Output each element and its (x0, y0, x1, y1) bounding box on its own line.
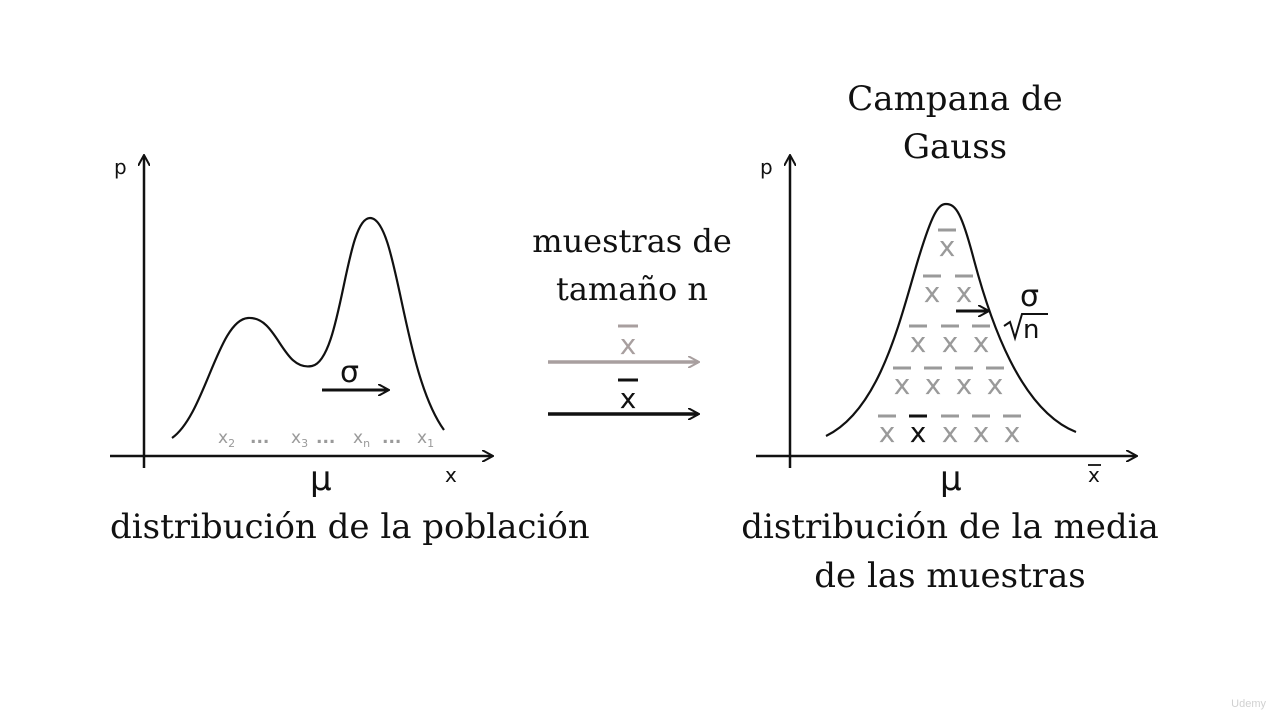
sample-size-line1: muestras de (532, 222, 732, 260)
sqrt-symbol (1003, 313, 1048, 342)
xbar-mark: x (910, 326, 927, 359)
population-plot: p x μ σ x2 ... x3 ... xn ... x1 distribu… (110, 155, 590, 547)
sample-means-stack: xx xx x xx x x xx x x x x (878, 228, 1021, 449)
se-n: n (1023, 315, 1039, 345)
xbar-mark: x (956, 368, 973, 401)
sampling-caption-line1: distribución de la media (741, 507, 1159, 547)
xbar-gray: x (620, 328, 637, 361)
xbar-mark: x (894, 368, 911, 401)
xbar-black: x (620, 382, 637, 415)
x-axis-label-right: x (1088, 463, 1100, 487)
xbar-mark: x (924, 276, 941, 309)
sampling-caption-line2: de las muestras (814, 556, 1085, 596)
udemy-watermark: Udemy (1231, 698, 1266, 710)
dots-3: ... (382, 428, 401, 448)
gauss-title-line1: Campana de (847, 79, 1062, 119)
se-sigma: σ (1020, 279, 1039, 314)
dots-1: ... (250, 428, 269, 448)
sample-x2: x2 (218, 428, 235, 450)
xbar-mark: x (942, 326, 959, 359)
xbar-mark: x (987, 368, 1004, 401)
xbar-mark: x (942, 416, 959, 449)
xbar-mark: x (939, 230, 956, 263)
x-axis-label: x (445, 463, 457, 487)
gauss-title-line2: Gauss (903, 127, 1007, 167)
sample-x1: x1 (417, 428, 434, 450)
population-caption: distribución de la población (110, 507, 590, 547)
xbar-mark: x (956, 276, 973, 309)
population-curve (171, 216, 445, 439)
y-axis-label-right: p (760, 155, 773, 179)
xbar-mark: x (879, 416, 896, 449)
gauss-curve (825, 202, 1077, 437)
xbar-mark: x (1004, 416, 1021, 449)
xbar-mark: x (925, 368, 942, 401)
dots-2: ... (316, 428, 335, 448)
sample-x3: x3 (291, 428, 308, 450)
sample-xn: xn (353, 428, 370, 450)
mean-label-right: μ (940, 459, 962, 499)
xbar-mark: x (973, 326, 990, 359)
xbar-mark: x (910, 416, 927, 449)
xbar-mark: x (973, 416, 990, 449)
sampling-distribution-plot: Campana de Gauss p x xx xx x xx x x xx x x x x σ n… (741, 79, 1159, 596)
sigma-label: σ (340, 355, 359, 390)
sample-size-line2: tamaño n (556, 270, 708, 308)
y-axis-label: p (114, 155, 127, 179)
sampling-arrows: muestras de tamaño n x x (532, 222, 732, 415)
sample-points: x2 ... x3 ... xn ... x1 (218, 428, 434, 450)
mean-label: μ (310, 459, 332, 499)
